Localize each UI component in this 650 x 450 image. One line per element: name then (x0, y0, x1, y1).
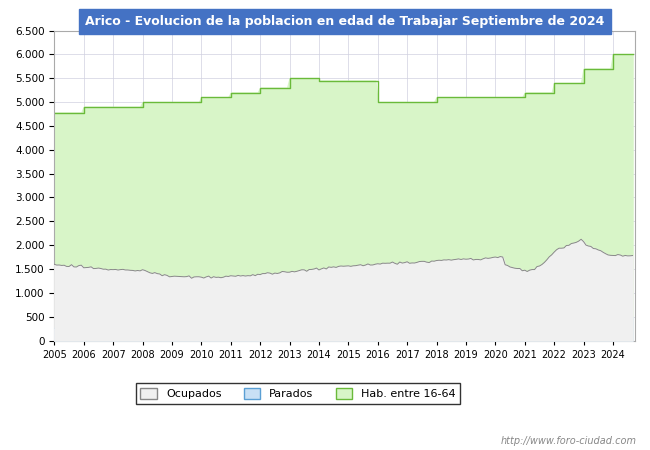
Text: http://www.foro-ciudad.com: http://www.foro-ciudad.com (501, 436, 637, 446)
Title: Arico - Evolucion de la poblacion en edad de Trabajar Septiembre de 2024: Arico - Evolucion de la poblacion en eda… (85, 15, 604, 28)
Legend: Ocupados, Parados, Hab. entre 16-64: Ocupados, Parados, Hab. entre 16-64 (136, 383, 460, 404)
